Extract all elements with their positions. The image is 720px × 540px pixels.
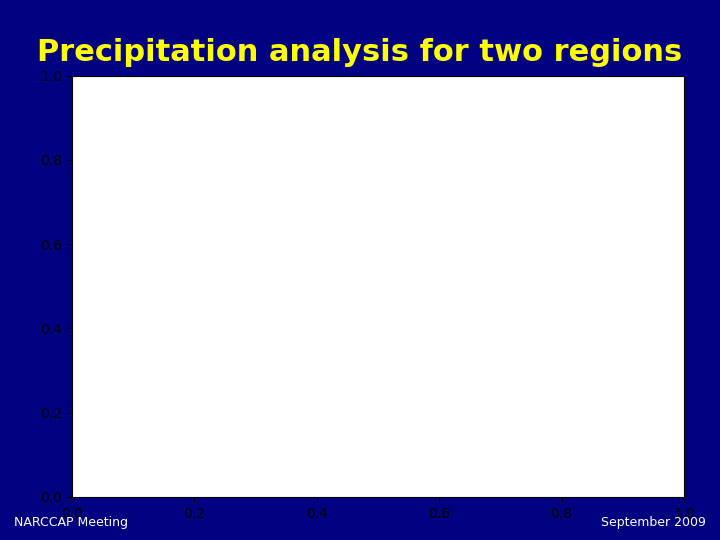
Text: Precipitation analysis for two regions: Precipitation analysis for two regions bbox=[37, 38, 683, 67]
Text: September 2009: September 2009 bbox=[600, 516, 706, 529]
Text: NARCCAP Meeting: NARCCAP Meeting bbox=[14, 516, 128, 529]
